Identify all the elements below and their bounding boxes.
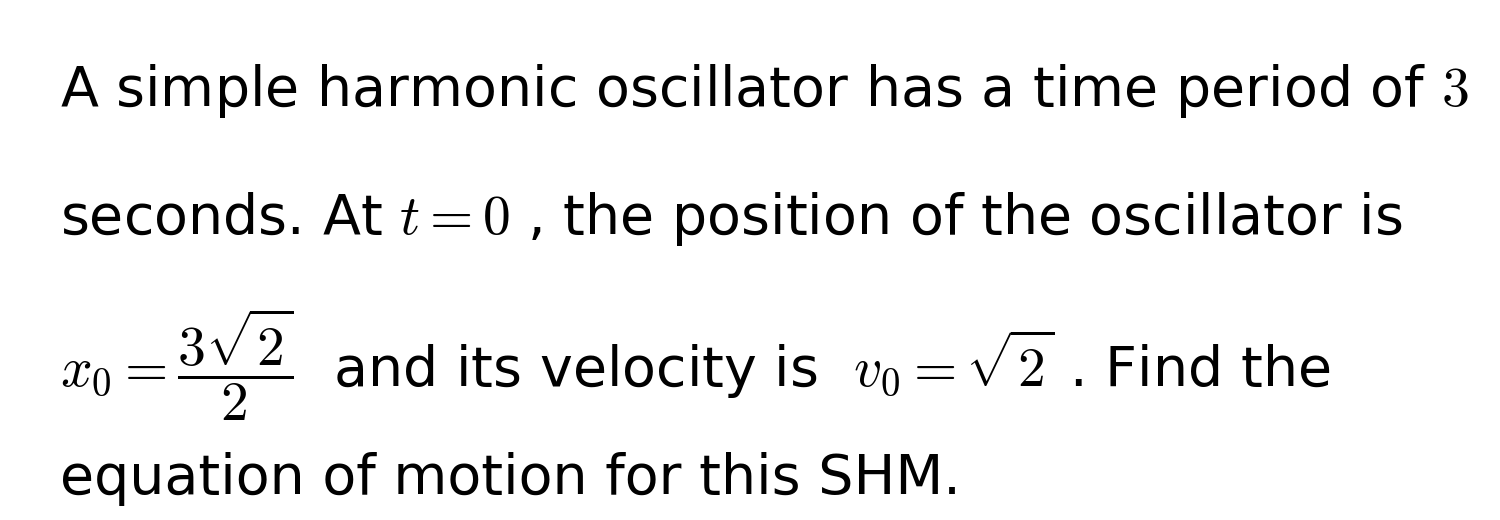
- Text: A simple harmonic oscillator has a time period of $3$: A simple harmonic oscillator has a time …: [60, 62, 1468, 121]
- Text: equation of motion for this SHM.: equation of motion for this SHM.: [60, 452, 962, 506]
- Text: seconds. At $t = 0$ , the position of the oscillator is: seconds. At $t = 0$ , the position of th…: [60, 190, 1402, 248]
- Text: $x_0 = \dfrac{3\sqrt{2}}{2}$  and its velocity is  $v_0 = \sqrt{2}$ . Find the: $x_0 = \dfrac{3\sqrt{2}}{2}$ and its vel…: [60, 307, 1330, 423]
